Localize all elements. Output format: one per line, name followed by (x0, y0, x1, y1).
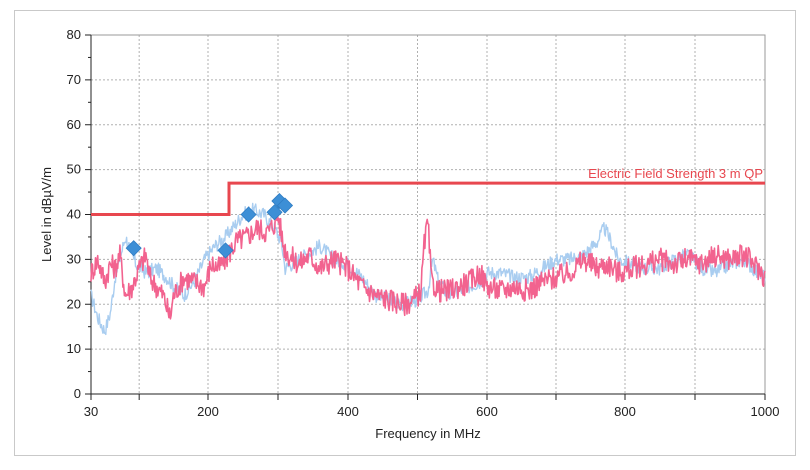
marker-layer (125, 192, 294, 259)
emission-chart: 0 10 20 30 40 50 60 70 80 30 200 400 600 800 1000 Elec… (39, 27, 780, 441)
x-tick-label: 30 (84, 404, 98, 419)
limit-line (91, 181, 765, 216)
x-tick-label: 200 (197, 404, 219, 419)
x-axis-title: Frequency in MHz (375, 426, 480, 441)
y-tick-label: 60 (67, 117, 81, 132)
y-tick-label: 40 (67, 207, 81, 222)
y-tick-label: 10 (67, 341, 81, 356)
series-line (90, 212, 766, 320)
y-axis-title: Level in dBµV/m (39, 167, 54, 262)
peak-marker (217, 242, 234, 259)
series-line (90, 202, 766, 336)
chart-frame: 0 10 20 30 40 50 60 70 80 30 200 400 600 800 1000 Elec… (14, 10, 796, 456)
limit-layer (91, 181, 765, 216)
series-layer (90, 202, 766, 336)
peak-marker (125, 240, 142, 257)
peak-marker (276, 197, 294, 214)
x-tick-label: 600 (476, 404, 498, 419)
y-tick-label: 30 (67, 251, 81, 266)
x-tick-label: 400 (337, 404, 359, 419)
peak-marker (266, 204, 283, 221)
peak-marker (240, 206, 257, 223)
x-tick-label: 1000 (751, 404, 780, 419)
y-tick-label: 0 (74, 386, 81, 401)
y-tick-label: 70 (67, 72, 81, 87)
limit-line-label: Electric Field Strength 3 m QP (588, 166, 763, 181)
y-tick-label: 20 (67, 296, 81, 311)
y-tick-label: 80 (67, 27, 81, 42)
x-tick-label: 800 (614, 404, 636, 419)
axis-layer: 0 10 20 30 40 50 60 70 80 30 200 400 600 800 1000 (67, 27, 780, 419)
y-tick-label: 50 (67, 162, 81, 177)
